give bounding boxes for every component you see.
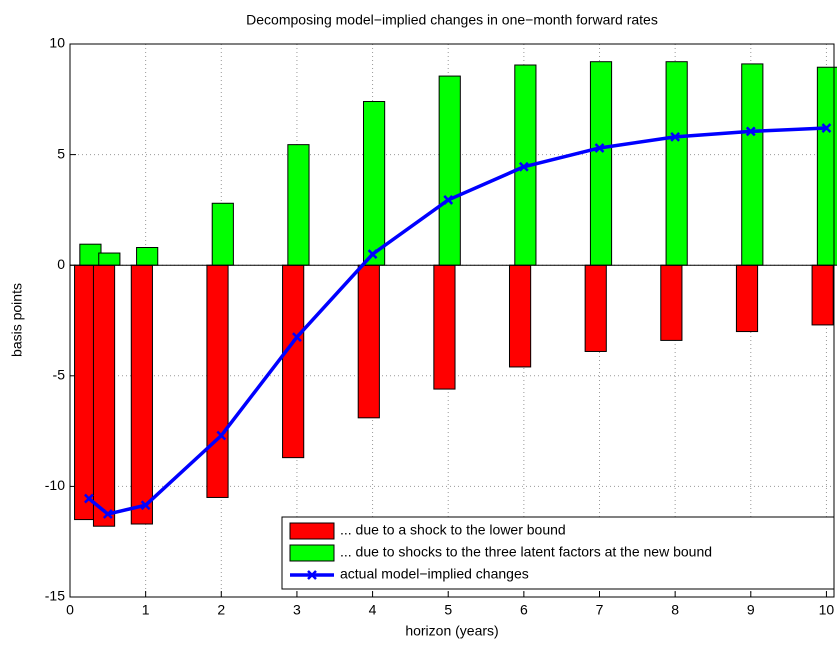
marker (216, 430, 227, 441)
x-tick-label: 5 (444, 602, 452, 618)
marker (367, 249, 378, 260)
legend-label: actual model−implied changes (340, 566, 529, 582)
x-axis-label: horizon (years) (405, 623, 498, 639)
x-tick-label: 4 (369, 602, 377, 618)
legend-marker (307, 570, 317, 580)
x-tick-label: 0 (66, 602, 74, 618)
line (87, 126, 827, 516)
marker (745, 126, 756, 137)
bar (92, 264, 116, 527)
x-tick-label: 1 (142, 602, 150, 618)
x-tick-label: 8 (671, 602, 679, 618)
bar (357, 264, 380, 419)
marker (102, 509, 113, 519)
bar (79, 243, 102, 266)
legend-label: ... due to shocks to the three latent fa… (340, 544, 712, 560)
legend-box (281, 516, 835, 590)
y-tick-label: -15 (45, 588, 65, 604)
legend-label: ... due to a shock to the lower bound (340, 522, 566, 538)
x-tick-label: 3 (293, 602, 301, 618)
bar (438, 75, 461, 266)
y-tick-label: -5 (53, 367, 66, 383)
bar (98, 252, 121, 266)
y-tick-label: 5 (57, 145, 65, 161)
y-tick-label: 10 (49, 35, 65, 51)
x-tick-label: 6 (520, 602, 528, 618)
marker (821, 123, 832, 133)
chart-title: Decomposing model−implied changes in one… (246, 12, 658, 28)
bar (811, 264, 834, 326)
bar (433, 264, 456, 390)
marker (443, 195, 454, 205)
legend-swatch (289, 544, 335, 562)
bar (282, 264, 305, 459)
marker (140, 500, 151, 511)
bar (584, 264, 607, 352)
y-tick-label: 0 (57, 256, 65, 272)
x-tick-label: 7 (596, 602, 604, 618)
bar (206, 264, 229, 498)
x-tick-label: 2 (217, 602, 225, 618)
bar (741, 63, 764, 266)
plot-frame (69, 43, 835, 598)
bar (660, 264, 683, 341)
marker (84, 493, 94, 504)
bar (665, 61, 688, 266)
bar (130, 264, 153, 525)
bar (508, 264, 532, 368)
y-axis-label: basis points (9, 283, 25, 357)
marker (670, 132, 681, 142)
marker (518, 161, 529, 172)
x-tick-label: 10 (819, 602, 835, 618)
bar (287, 144, 310, 266)
marker (594, 143, 605, 153)
legend-swatch (289, 522, 335, 540)
bar (362, 101, 386, 266)
marker (292, 332, 302, 342)
bar (735, 264, 759, 333)
bar (589, 61, 613, 266)
bar (136, 247, 159, 266)
bar (74, 264, 97, 521)
bar (211, 202, 234, 266)
x-tick-label: 9 (747, 602, 755, 618)
y-tick-label: -10 (45, 477, 65, 493)
